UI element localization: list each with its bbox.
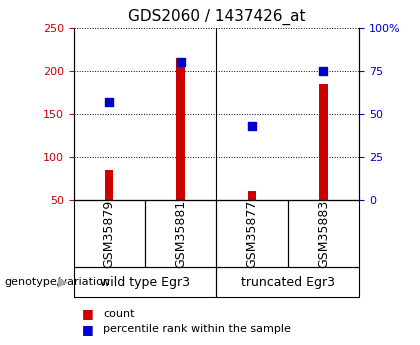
Text: percentile rank within the sample: percentile rank within the sample [103,325,291,334]
Text: ■: ■ [82,323,94,336]
Bar [105,170,113,200]
Title: GDS2060 / 1437426_at: GDS2060 / 1437426_at [128,9,305,25]
Bar [319,84,328,200]
Text: count: count [103,309,134,319]
Text: ▶: ▶ [58,276,68,288]
Text: wild type Egr3: wild type Egr3 [100,276,190,288]
Bar [248,191,256,200]
Text: truncated Egr3: truncated Egr3 [241,276,335,288]
Text: GSM35881: GSM35881 [174,200,187,268]
Text: GSM35879: GSM35879 [103,200,116,268]
Text: ■: ■ [82,307,94,321]
Bar [176,58,185,200]
Text: GSM35877: GSM35877 [246,199,258,268]
Text: GSM35883: GSM35883 [317,200,330,268]
Text: genotype/variation: genotype/variation [4,277,110,287]
Point [249,123,255,129]
Point [177,59,184,65]
Point [106,99,113,105]
Point [320,68,327,73]
